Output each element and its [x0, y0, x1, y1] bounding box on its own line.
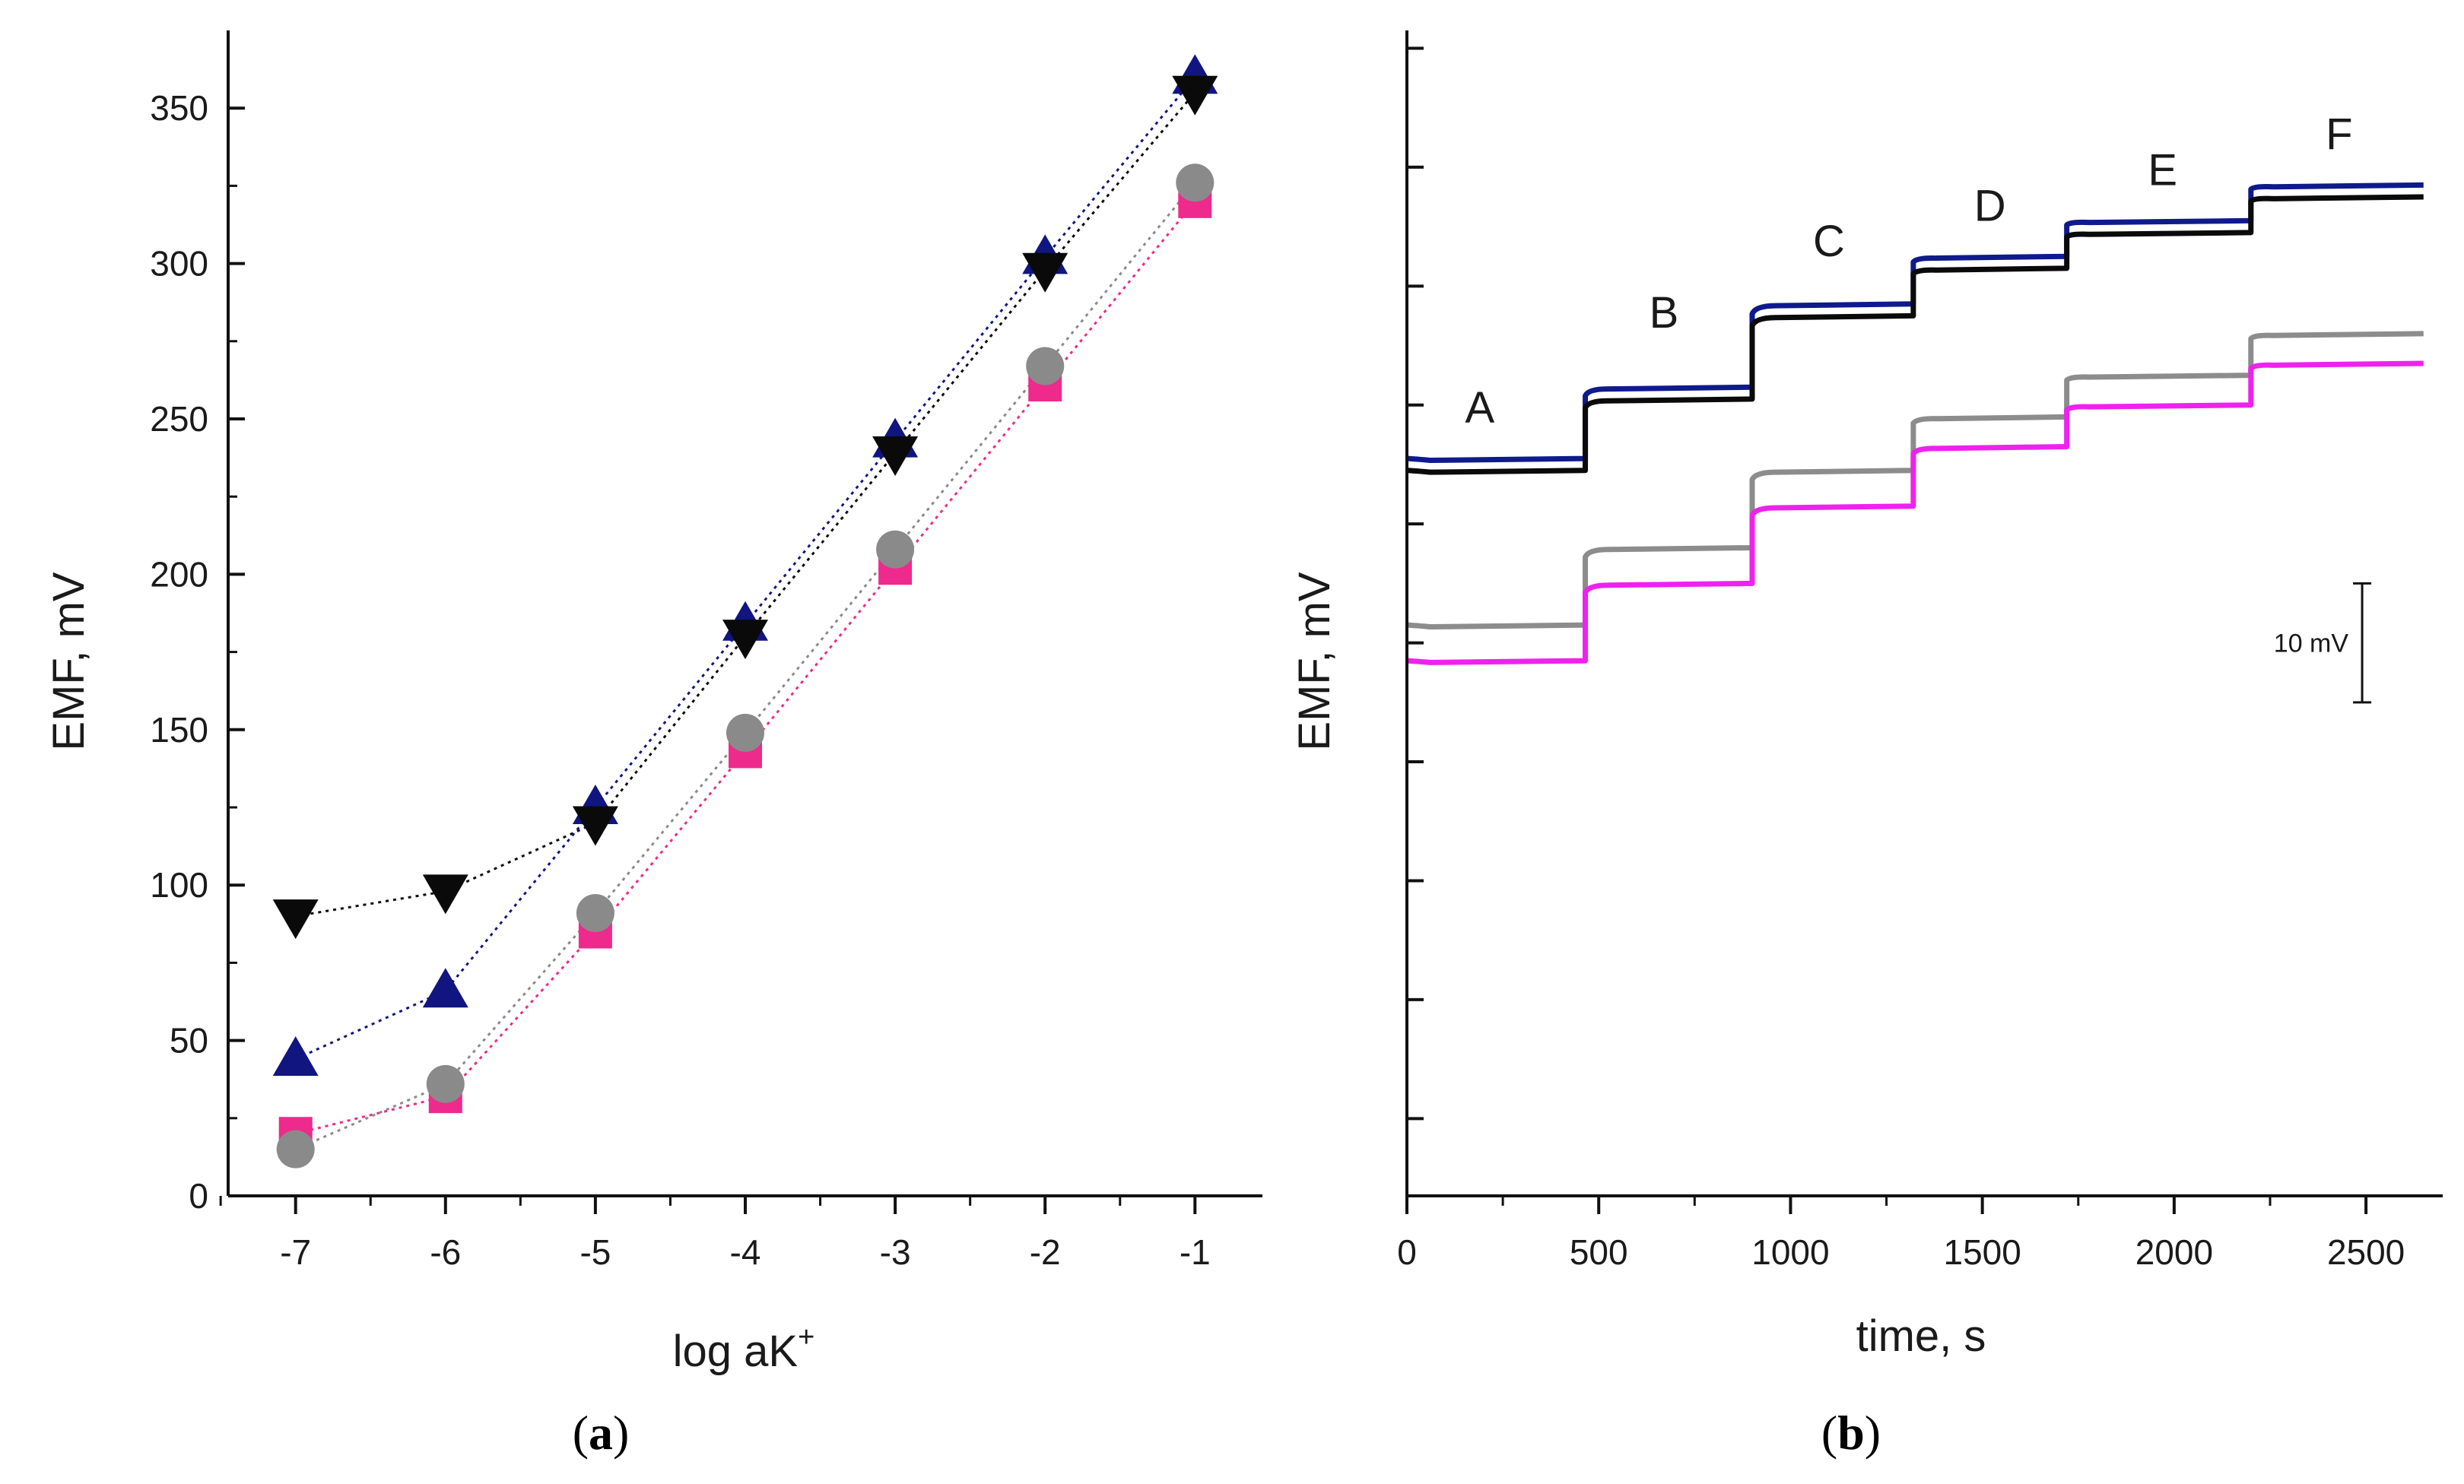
series-line-square [295, 200, 1196, 1135]
panel-b-caption: (b) [1821, 1406, 1881, 1460]
panel-b-ylabel: EMF, mV [1290, 572, 1339, 751]
data-point-up-triangle [422, 968, 468, 1008]
panel-a-ytick-label: 0 [189, 1176, 208, 1216]
panel-a-xtick-label: -1 [1180, 1232, 1211, 1272]
panel-b-xtick-label: 2500 [2327, 1232, 2405, 1272]
panel-a-ytick-label: 250 [150, 399, 208, 439]
panel-a-xtick-label: -3 [880, 1232, 911, 1272]
data-point-down-triangle [1022, 252, 1068, 293]
step-label-F: F [2326, 109, 2352, 159]
panel-a-xtick-label: -2 [1030, 1232, 1061, 1272]
step-label-C: C [1813, 217, 1845, 266]
panel-a-ytick-label: 100 [150, 865, 208, 905]
data-point-circle [1026, 347, 1065, 385]
panel-b-xtick-label: 1000 [1751, 1232, 1829, 1272]
panel-a-xtick-label: -7 [280, 1232, 311, 1272]
step-label-E: E [2148, 145, 2177, 195]
scale-bar-label: 10 mV [2274, 629, 2349, 658]
panel-a-xtick-label: -5 [579, 1232, 611, 1272]
step-label-A: A [1465, 383, 1495, 433]
panel-b-xtick-label: 500 [1570, 1232, 1628, 1272]
data-point-up-triangle [272, 1036, 319, 1077]
panel-b-xtick-label: 2000 [2135, 1232, 2213, 1272]
data-point-down-triangle [722, 620, 768, 660]
panel-a-xlabel: log aK+ [673, 1321, 815, 1376]
panel-a-ytick-label: 300 [150, 244, 208, 284]
panel-a-xtick-label: -4 [730, 1232, 761, 1272]
data-point-down-triangle [422, 874, 468, 915]
panel-a-chart: 0 50 100 150 200 250 300 350 -7 -6 -5 -4 -3 -2 -1 EMF,… [44, 30, 1262, 1460]
data-point-circle [1176, 163, 1215, 202]
panel-b-chart: 0 500 1000 1500 2000 2500 A B C D E F 10 mV EMF, m… [1290, 30, 2443, 1460]
series-line-magenta [1406, 360, 2424, 665]
data-point-down-triangle [572, 806, 618, 846]
data-point-circle [726, 713, 764, 752]
panel-a-ytick-label: 200 [150, 554, 208, 594]
data-point-circle [426, 1064, 465, 1103]
panel-a-ylabel: EMF, mV [44, 572, 94, 751]
series-line-down-triangle [295, 91, 1196, 918]
panel-a-xtick-label: -6 [430, 1232, 461, 1272]
data-point-circle [876, 530, 915, 569]
series-line-black [1406, 194, 2424, 475]
data-point-circle [276, 1130, 315, 1168]
data-point-circle [576, 893, 614, 932]
data-point-down-triangle [872, 436, 919, 476]
panel-a-ytick-label: 50 [170, 1021, 208, 1061]
step-label-B: B [1650, 288, 1679, 338]
panel-b-xtick-label: 0 [1397, 1232, 1417, 1272]
step-label-D: D [1974, 181, 2006, 230]
data-point-down-triangle [1172, 75, 1218, 116]
panel-a-ytick-label: 350 [150, 88, 208, 128]
panel-a-caption: (a) [573, 1406, 630, 1460]
panel-b-xlabel: time, s [1856, 1311, 1986, 1361]
panel-a-ytick-label: 150 [150, 710, 208, 750]
data-point-down-triangle [272, 899, 319, 940]
series-line-up-triangle [295, 76, 1196, 1061]
panel-b-xtick-label: 1500 [1943, 1232, 2021, 1272]
